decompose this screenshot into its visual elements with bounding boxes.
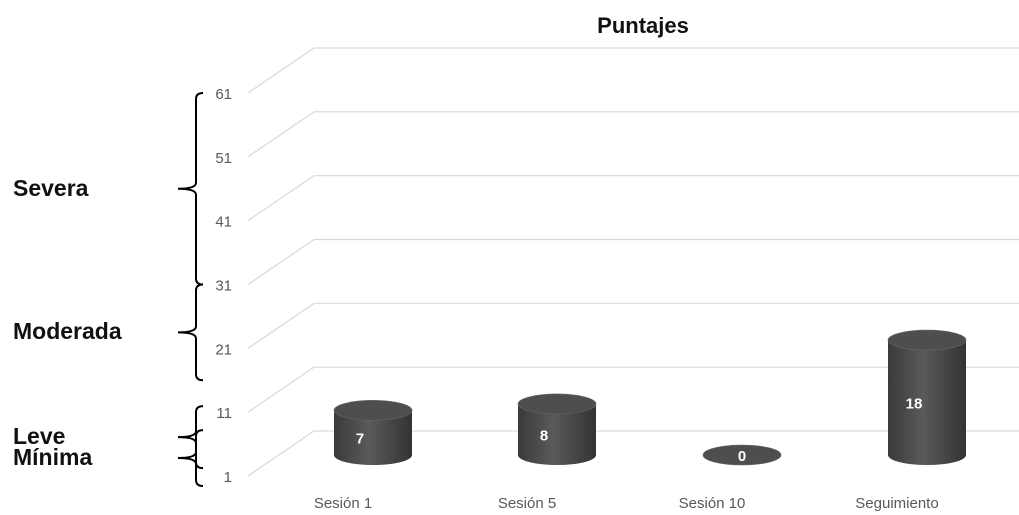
bar-top — [333, 400, 413, 421]
y-tick-label: 1 — [224, 469, 232, 486]
bar-top — [887, 329, 967, 351]
severity-label: Severa — [13, 174, 89, 201]
gridline-depth — [247, 175, 315, 222]
bar-value-label: 7 — [356, 431, 364, 448]
bar: 0 — [702, 444, 782, 466]
bar-top — [517, 393, 597, 415]
severity-braces — [177, 92, 204, 487]
severity-label: Mínima — [13, 444, 93, 471]
bar-value-label: 0 — [738, 448, 746, 465]
y-tick-label: 21 — [215, 341, 232, 358]
bar-top — [702, 444, 782, 466]
gridline-depth — [247, 366, 315, 413]
x-tick-label: Seguimiento — [855, 495, 938, 512]
gridline-depth — [247, 111, 315, 158]
x-tick-label: Sesión 10 — [679, 495, 746, 512]
gridline-depth — [247, 430, 315, 477]
bar: 7 — [333, 400, 413, 465]
severity-brace — [177, 283, 204, 382]
y-tick-label: 31 — [215, 278, 232, 295]
y-tick-label: 41 — [215, 214, 232, 231]
x-tick-labels: Sesión 1 Sesión 5 Sesión 10 Seguimiento — [314, 495, 939, 512]
gridline-depth — [247, 302, 315, 349]
bars: 7 8 0 18 — [333, 329, 967, 466]
severity-brace — [177, 405, 204, 470]
y-tick-label: 51 — [215, 150, 232, 167]
chart-title: Puntajes — [597, 13, 689, 38]
y-tick-label: 61 — [215, 86, 232, 103]
gridlines — [247, 47, 1019, 477]
y-tick-label: 11 — [216, 405, 232, 422]
bar-value-label: 8 — [540, 427, 548, 444]
x-tick-label: Sesión 5 — [498, 495, 556, 512]
bar-body — [334, 410, 412, 465]
severity-brace — [177, 429, 204, 487]
bar-body — [518, 403, 596, 465]
severity-label: Moderada — [13, 318, 122, 345]
severity-brace — [177, 92, 204, 286]
gridline-depth — [247, 239, 315, 285]
severity-label: Leve — [13, 423, 66, 450]
bar-body — [888, 340, 966, 465]
gridline-depth — [247, 47, 315, 94]
bar: 8 — [517, 393, 597, 465]
bar: 18 — [887, 329, 967, 465]
x-tick-label: Sesión 1 — [314, 495, 372, 512]
bar-value-label: 18 — [906, 396, 923, 413]
